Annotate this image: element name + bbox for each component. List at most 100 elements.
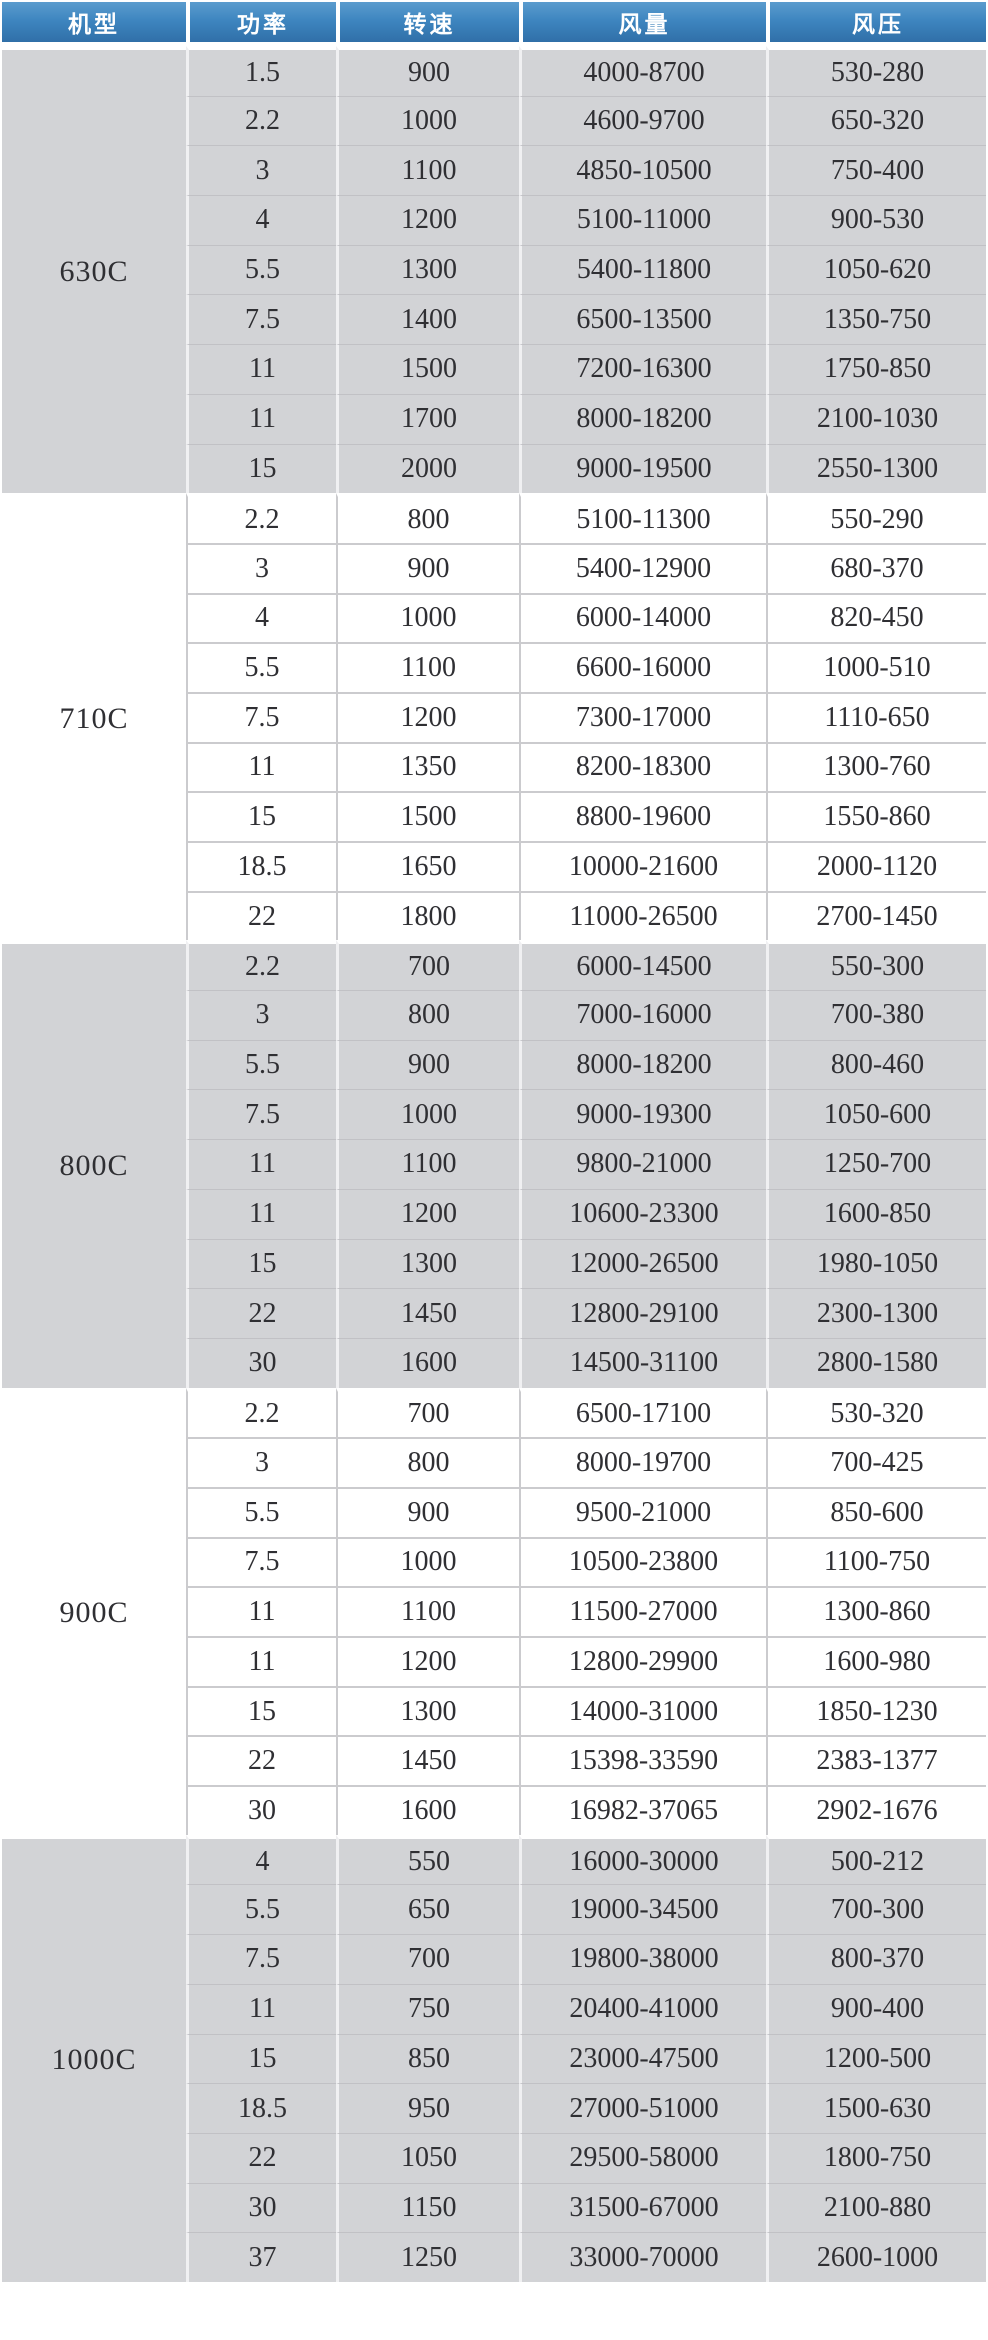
airflow-cell: 31500-67000: [519, 2182, 766, 2233]
airflow-cell: 9000-19500: [519, 443, 766, 494]
table-row: 5.5 900 8000-18200 800-460: [2, 1039, 986, 1090]
airflow-cell: 10600-23300: [519, 1188, 766, 1239]
airflow-cell: 14000-31000: [519, 1685, 766, 1736]
airflow-cell: 19800-38000: [519, 1934, 766, 1984]
speed-cell: 1500: [336, 791, 519, 841]
speed-cell: 700: [336, 940, 519, 991]
airflow-cell: 12800-29900: [519, 1636, 766, 1686]
table-row: 4 1200 5100-11000 900-530: [2, 195, 986, 245]
power-cell: 5.5: [186, 1884, 336, 1935]
table-row: 22 1450 12800-29100 2300-1300: [2, 1288, 986, 1338]
table-row: 30 1600 16982-37065 2902-1676: [2, 1785, 986, 1835]
speed-cell: 750: [336, 1983, 519, 2034]
airflow-cell: 23000-47500: [519, 2033, 766, 2084]
airflow-cell: 33000-70000: [519, 2232, 766, 2282]
pressure-cell: 550-300: [766, 940, 986, 991]
table-row: 22 1050 29500-58000 1800-750: [2, 2132, 986, 2183]
table-row: 900C 2.2 700 6500-17100 530-320: [2, 1387, 986, 1835]
power-cell: 11: [186, 1188, 336, 1239]
table-row: 5.5 650 19000-34500 700-300: [2, 1884, 986, 1935]
power-cell: 3: [186, 145, 336, 196]
pressure-cell: 2600-1000: [766, 2232, 986, 2282]
speed-cell: 700: [336, 1387, 519, 1438]
speed-cell: 1300: [336, 1685, 519, 1736]
speed-cell: 700: [336, 1934, 519, 1984]
power-cell: 11: [186, 393, 336, 444]
table-row: 11 1200 12800-29900 1600-980: [2, 1636, 986, 1686]
table-row: 11 1100 11500-27000 1300-860: [2, 1586, 986, 1636]
airflow-cell: 9800-21000: [519, 1139, 766, 1189]
speed-cell: 900: [336, 1486, 519, 1537]
power-cell: 22: [186, 1735, 336, 1786]
speed-cell: 1500: [336, 344, 519, 394]
pressure-cell: 1000-510: [766, 642, 986, 692]
speed-cell: 800: [336, 990, 519, 1040]
table-row: 18.5 950 27000-51000 1500-630: [2, 2083, 986, 2133]
pressure-cell: 2550-1300: [766, 443, 986, 494]
power-cell: 15: [186, 1238, 336, 1289]
pressure-cell: 1750-850: [766, 344, 986, 394]
table-row: 22 1800 11000-26500 2700-1450: [2, 890, 986, 941]
pressure-cell: 2800-1580: [766, 1337, 986, 1388]
pressure-cell: 900-400: [766, 1983, 986, 2034]
col-header-power: 功率: [186, 2, 336, 46]
speed-cell: 1700: [336, 393, 519, 444]
pressure-cell: 500-212: [766, 1834, 986, 1885]
table-row: 1000C 4 550 16000-30000 500-212: [2, 1834, 986, 2282]
table-row: 15 1500 8800-19600 1550-860: [2, 791, 986, 841]
speed-cell: 1800: [336, 890, 519, 941]
power-cell: 4: [186, 195, 336, 245]
airflow-cell: 9000-19300: [519, 1089, 766, 1140]
airflow-cell: 4000-8700: [519, 46, 766, 96]
table-row: 5.5 1100 6600-16000 1000-510: [2, 642, 986, 692]
power-cell: 2.2: [186, 95, 336, 146]
speed-cell: 1000: [336, 1536, 519, 1587]
power-cell: 30: [186, 1785, 336, 1835]
airflow-cell: 5100-11000: [519, 195, 766, 245]
airflow-cell: 6000-14500: [519, 940, 766, 991]
table-row: 15 1300 14000-31000 1850-1230: [2, 1685, 986, 1736]
speed-cell: 1050: [336, 2132, 519, 2183]
power-cell: 7.5: [186, 1536, 336, 1587]
speed-cell: 1100: [336, 145, 519, 196]
speed-cell: 900: [336, 1039, 519, 1090]
pressure-cell: 1250-700: [766, 1139, 986, 1189]
table-row: 630C 1.5 900 4000-8700 530-280: [2, 46, 986, 494]
pressure-cell: 1300-860: [766, 1586, 986, 1636]
pressure-cell: 530-280: [766, 46, 986, 96]
pressure-cell: 1980-1050: [766, 1238, 986, 1289]
airflow-cell: 7200-16300: [519, 344, 766, 394]
power-cell: 7.5: [186, 1934, 336, 1984]
table-row: 3 900 5400-12900 680-370: [2, 542, 986, 593]
power-cell: 3: [186, 990, 336, 1040]
speed-cell: 1450: [336, 1288, 519, 1338]
speed-cell: 1100: [336, 642, 519, 692]
pressure-cell: 680-370: [766, 542, 986, 593]
speed-cell: 550: [336, 1834, 519, 1885]
pressure-cell: 1110-650: [766, 691, 986, 742]
table-row: 7.5 1400 6500-13500 1350-750: [2, 294, 986, 345]
pressure-cell: 1050-620: [766, 244, 986, 295]
pressure-cell: 750-400: [766, 145, 986, 196]
airflow-cell: 4850-10500: [519, 145, 766, 196]
airflow-cell: 4600-9700: [519, 95, 766, 146]
table-row: 5.5 900 9500-21000 850-600: [2, 1486, 986, 1537]
speed-cell: 850: [336, 2033, 519, 2084]
col-header-speed: 转速: [336, 2, 519, 46]
speed-cell: 1000: [336, 592, 519, 643]
power-cell: 22: [186, 2132, 336, 2183]
power-cell: 11: [186, 741, 336, 792]
speed-cell: 900: [336, 46, 519, 96]
speed-cell: 1150: [336, 2182, 519, 2233]
model-cell: 900C: [2, 1387, 186, 1835]
pressure-cell: 820-450: [766, 592, 986, 643]
table-row: 22 1450 15398-33590 2383-1377: [2, 1735, 986, 1786]
pressure-cell: 650-320: [766, 95, 986, 146]
speed-cell: 1300: [336, 244, 519, 295]
pressure-cell: 1800-750: [766, 2132, 986, 2183]
table-row: 800C 2.2 700 6000-14500 550-300: [2, 940, 986, 1388]
power-cell: 5.5: [186, 244, 336, 295]
airflow-cell: 16982-37065: [519, 1785, 766, 1835]
airflow-cell: 8000-18200: [519, 1039, 766, 1090]
speed-cell: 1650: [336, 841, 519, 891]
